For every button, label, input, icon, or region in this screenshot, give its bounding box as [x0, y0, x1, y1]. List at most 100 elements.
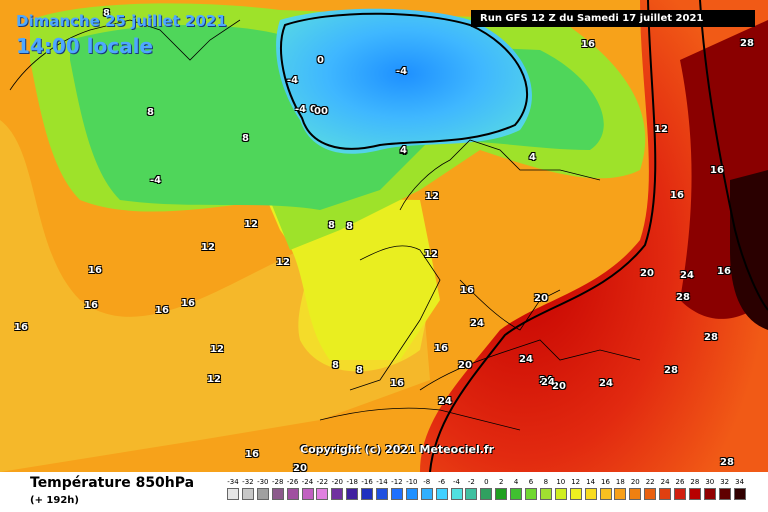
legend-tick: 2: [498, 478, 504, 486]
isotherm-value-label: 12: [425, 191, 439, 202]
isotherm-value-label: 28: [720, 457, 734, 468]
legend-tick: -24: [301, 478, 314, 486]
isotherm-value-label: 8: [346, 221, 353, 232]
legend-color-swatch: [256, 488, 269, 500]
legend-color-swatch: [420, 488, 433, 500]
isotherm-value-label: 8: [242, 133, 249, 144]
legend-tick: -28: [271, 478, 284, 486]
isotherm-value-label: 24: [680, 270, 694, 281]
legend-title: Température 850hPa: [30, 475, 195, 491]
legend-color-swatch: [703, 488, 716, 500]
legend-tick: 8: [543, 478, 549, 486]
legend-tick: 22: [645, 478, 655, 486]
isotherm-value-label: -4: [150, 175, 162, 186]
legend-tick: 14: [586, 478, 596, 486]
isotherm-value-label: 12: [210, 344, 224, 355]
isotherm-value-label: 20: [552, 381, 566, 392]
isotherm-value-label: 16: [14, 322, 28, 333]
isotherm-value-label: 16: [181, 298, 195, 309]
isotherm-value-label: 12: [276, 257, 290, 268]
legend-tick: 6: [528, 478, 534, 486]
isotherm-value-label: 12: [244, 219, 258, 230]
isotherm-value-label: 16: [84, 300, 98, 311]
isotherm-value-label: -4: [287, 75, 299, 86]
legend-tick: 4: [513, 478, 519, 486]
isotherm-value-label: 16: [670, 190, 684, 201]
legend-tick: 20: [630, 478, 640, 486]
legend-tick: 10: [556, 478, 566, 486]
isotherm-value-label: 00: [314, 106, 328, 117]
legend-tick: -2: [467, 478, 475, 486]
isotherm-value-label: 24: [541, 377, 555, 388]
legend-tick: -16: [361, 478, 373, 486]
isotherm-value-label: 20: [640, 268, 654, 279]
legend-color-swatch: [659, 488, 672, 500]
legend-color-swatch: [227, 488, 239, 500]
legend-color-swatch: [361, 488, 374, 500]
legend-tick: -22: [316, 478, 329, 486]
isotherm-value-label: 16: [710, 165, 724, 176]
legend-color-swatch: [286, 488, 299, 500]
coastlines: [9, 19, 641, 431]
legend-tick: -4: [453, 478, 460, 486]
isotherm-value-label: 20: [534, 293, 548, 304]
isotherm-value-label: 24: [438, 396, 452, 407]
forecast-date-title: Dimanche 25 juillet 2021: [16, 12, 227, 30]
legend-color-swatch: [525, 488, 537, 500]
isotherm-value-label: 8: [103, 8, 110, 19]
legend-tick: -32: [242, 478, 254, 486]
isotherm-value-label: 4: [529, 152, 536, 163]
isotherm-value-label: 0: [310, 104, 317, 115]
legend-tick: -14: [376, 478, 388, 486]
legend-color-swatch: [241, 488, 254, 500]
isotherm-fill-16: [0, 120, 430, 472]
legend-bar: Température 850hPa (+ 192h) -34 -32 -30 -28…: [0, 472, 768, 512]
legend-tick: 18: [615, 478, 625, 486]
forecast-time-title: 14:00 locale: [16, 34, 153, 58]
isotherm-value-label: 16: [581, 39, 595, 50]
legend-color-swatch: [346, 488, 359, 500]
isotherm-value-label: 12: [207, 374, 221, 385]
isotherm-value-label: 16: [245, 449, 259, 460]
legend-color-swatch: [450, 488, 463, 500]
isotherm-value-label: 16: [717, 266, 731, 277]
isotherm-value-label: 8: [328, 220, 335, 231]
cold-core-fill: [276, 8, 532, 154]
legend-tick: -26: [286, 478, 299, 486]
isotherm-value-label: 8: [147, 107, 154, 118]
isotherm-value-label: 16: [88, 265, 102, 276]
legend-color-swatch: [405, 488, 418, 500]
legend-color-swatch: [614, 488, 627, 500]
legend-color-swatch: [688, 488, 701, 500]
legend-color-swatch: [271, 488, 284, 500]
legend-tick: -12: [391, 478, 403, 486]
legend-color-swatch: [584, 488, 597, 500]
isotherm-value-label: -4: [396, 66, 408, 77]
isotherm-value-label: 20: [458, 360, 472, 371]
legend-tick: 26: [675, 478, 685, 486]
isotherm-value-label: 12: [424, 249, 438, 260]
legend-tick: 24: [660, 478, 670, 486]
isotherm-value-label: 20: [293, 463, 307, 474]
legend-tick: 32: [720, 478, 730, 486]
legend-color-swatch: [569, 488, 582, 500]
isotherm-value-label: 24: [519, 354, 533, 365]
legend-tick: 12: [571, 478, 581, 486]
legend-color-swatch: [376, 488, 388, 500]
isotherm-value-label: 28: [704, 332, 718, 343]
legend-color-swatch: [435, 488, 448, 500]
isotherm-value-label: 4: [400, 145, 407, 156]
legend-color-swatch: [316, 488, 329, 500]
legend-tick: 30: [705, 478, 715, 486]
legend-subtitle: (+ 192h): [30, 495, 79, 506]
isotherm-value-label: 8: [332, 360, 339, 371]
legend-color-swatch: [733, 488, 746, 500]
legend-tick: -30: [257, 478, 269, 486]
isotherm-line-0: [280, 12, 528, 150]
isotherm-value-label: 16: [390, 378, 404, 389]
legend-color-swatch: [674, 488, 686, 500]
hot-fill-east: [420, 0, 768, 472]
isotherm-value-label: 16: [460, 285, 474, 296]
legend-tick: 0: [484, 478, 489, 486]
legend-tick: 28: [690, 478, 700, 486]
